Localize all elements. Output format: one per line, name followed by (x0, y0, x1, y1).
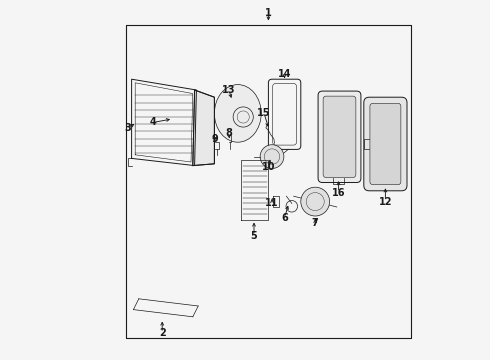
FancyBboxPatch shape (323, 96, 356, 177)
Text: 8: 8 (225, 128, 232, 138)
Text: 5: 5 (250, 231, 257, 241)
Text: 13: 13 (222, 85, 236, 95)
Ellipse shape (215, 85, 261, 142)
Text: 16: 16 (332, 188, 345, 198)
FancyBboxPatch shape (370, 103, 401, 185)
FancyBboxPatch shape (318, 91, 361, 183)
Circle shape (301, 187, 330, 216)
Text: 3: 3 (124, 123, 131, 133)
Text: 2: 2 (159, 328, 166, 338)
FancyBboxPatch shape (364, 97, 407, 191)
Circle shape (260, 145, 284, 168)
Text: 7: 7 (312, 218, 318, 228)
Polygon shape (193, 90, 215, 166)
Text: 4: 4 (150, 117, 157, 127)
Text: 6: 6 (281, 213, 288, 223)
Text: 12: 12 (379, 197, 392, 207)
Text: 1: 1 (265, 8, 272, 18)
Text: 14: 14 (278, 69, 292, 79)
Text: 10: 10 (262, 162, 275, 172)
Text: 11: 11 (265, 198, 279, 208)
Text: 9: 9 (211, 134, 218, 144)
Text: 15: 15 (257, 108, 271, 118)
